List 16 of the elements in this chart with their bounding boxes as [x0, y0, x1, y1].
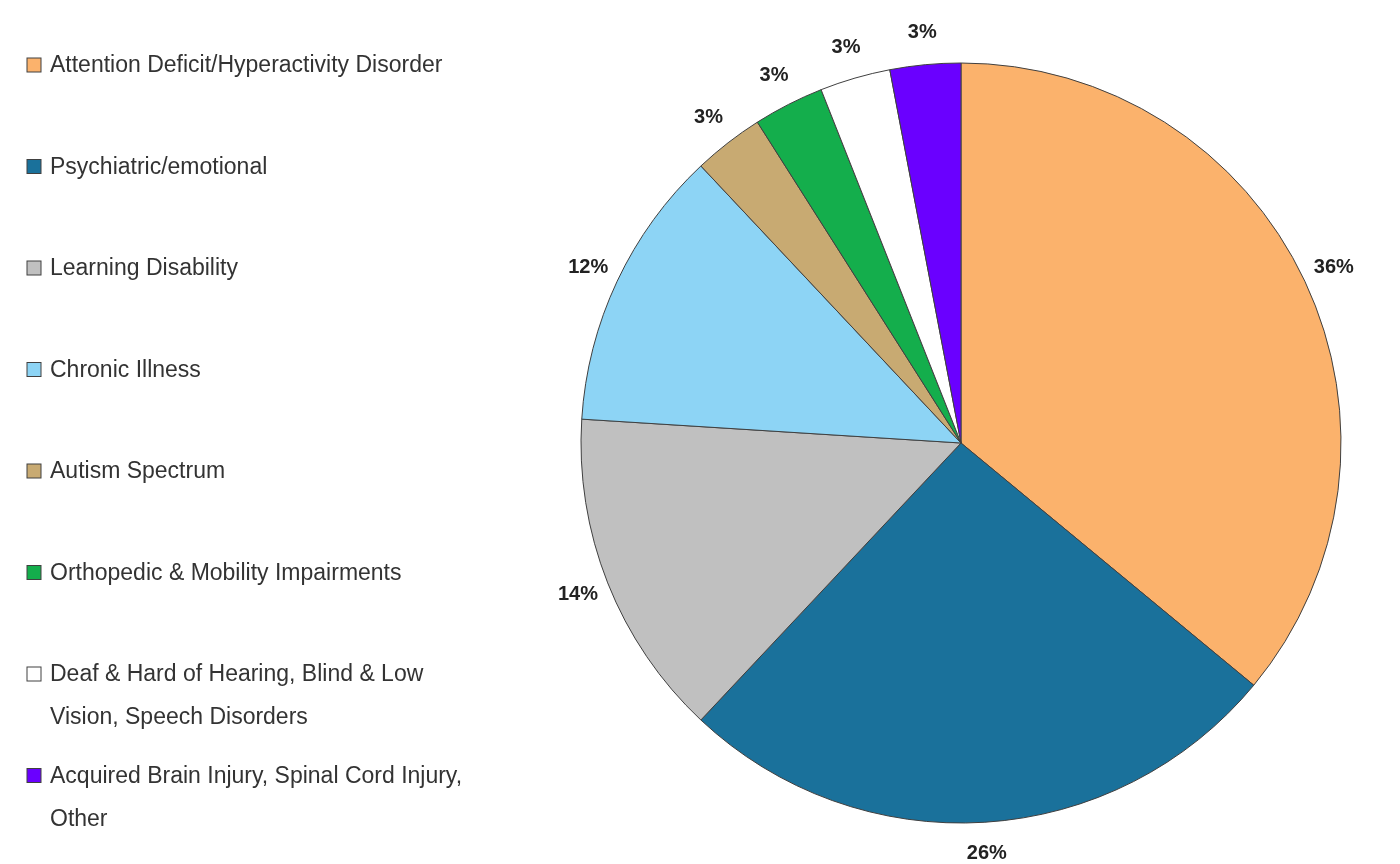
- legend-label: Learning Disability: [50, 254, 239, 281]
- data-label: 12%: [568, 254, 609, 277]
- data-label: 36%: [1313, 254, 1355, 277]
- legend-label: Orthopedic & Mobility Impairments: [50, 558, 402, 585]
- data-label: 3%: [907, 20, 937, 43]
- legend-label: Deaf & Hard of Hearing, Blind & Low Vision, Speech Disorders: [50, 660, 424, 730]
- legend-label: Autism Spectrum: [50, 457, 226, 484]
- data-label: 3%: [831, 34, 861, 57]
- data-label: 26%: [966, 841, 1008, 864]
- legend-label: Psychiatric/emotional: [50, 152, 268, 179]
- data-label: 3%: [759, 63, 789, 86]
- legend-label: Chronic Illness: [50, 355, 201, 382]
- legend-label: Acquired Brain Injury, Spinal Cord Injury, Other: [50, 761, 463, 831]
- data-label: 3%: [694, 104, 724, 127]
- legend-label: Attention Deficit/Hyperactivity Disorder: [50, 51, 443, 78]
- data-label: 14%: [557, 581, 599, 604]
